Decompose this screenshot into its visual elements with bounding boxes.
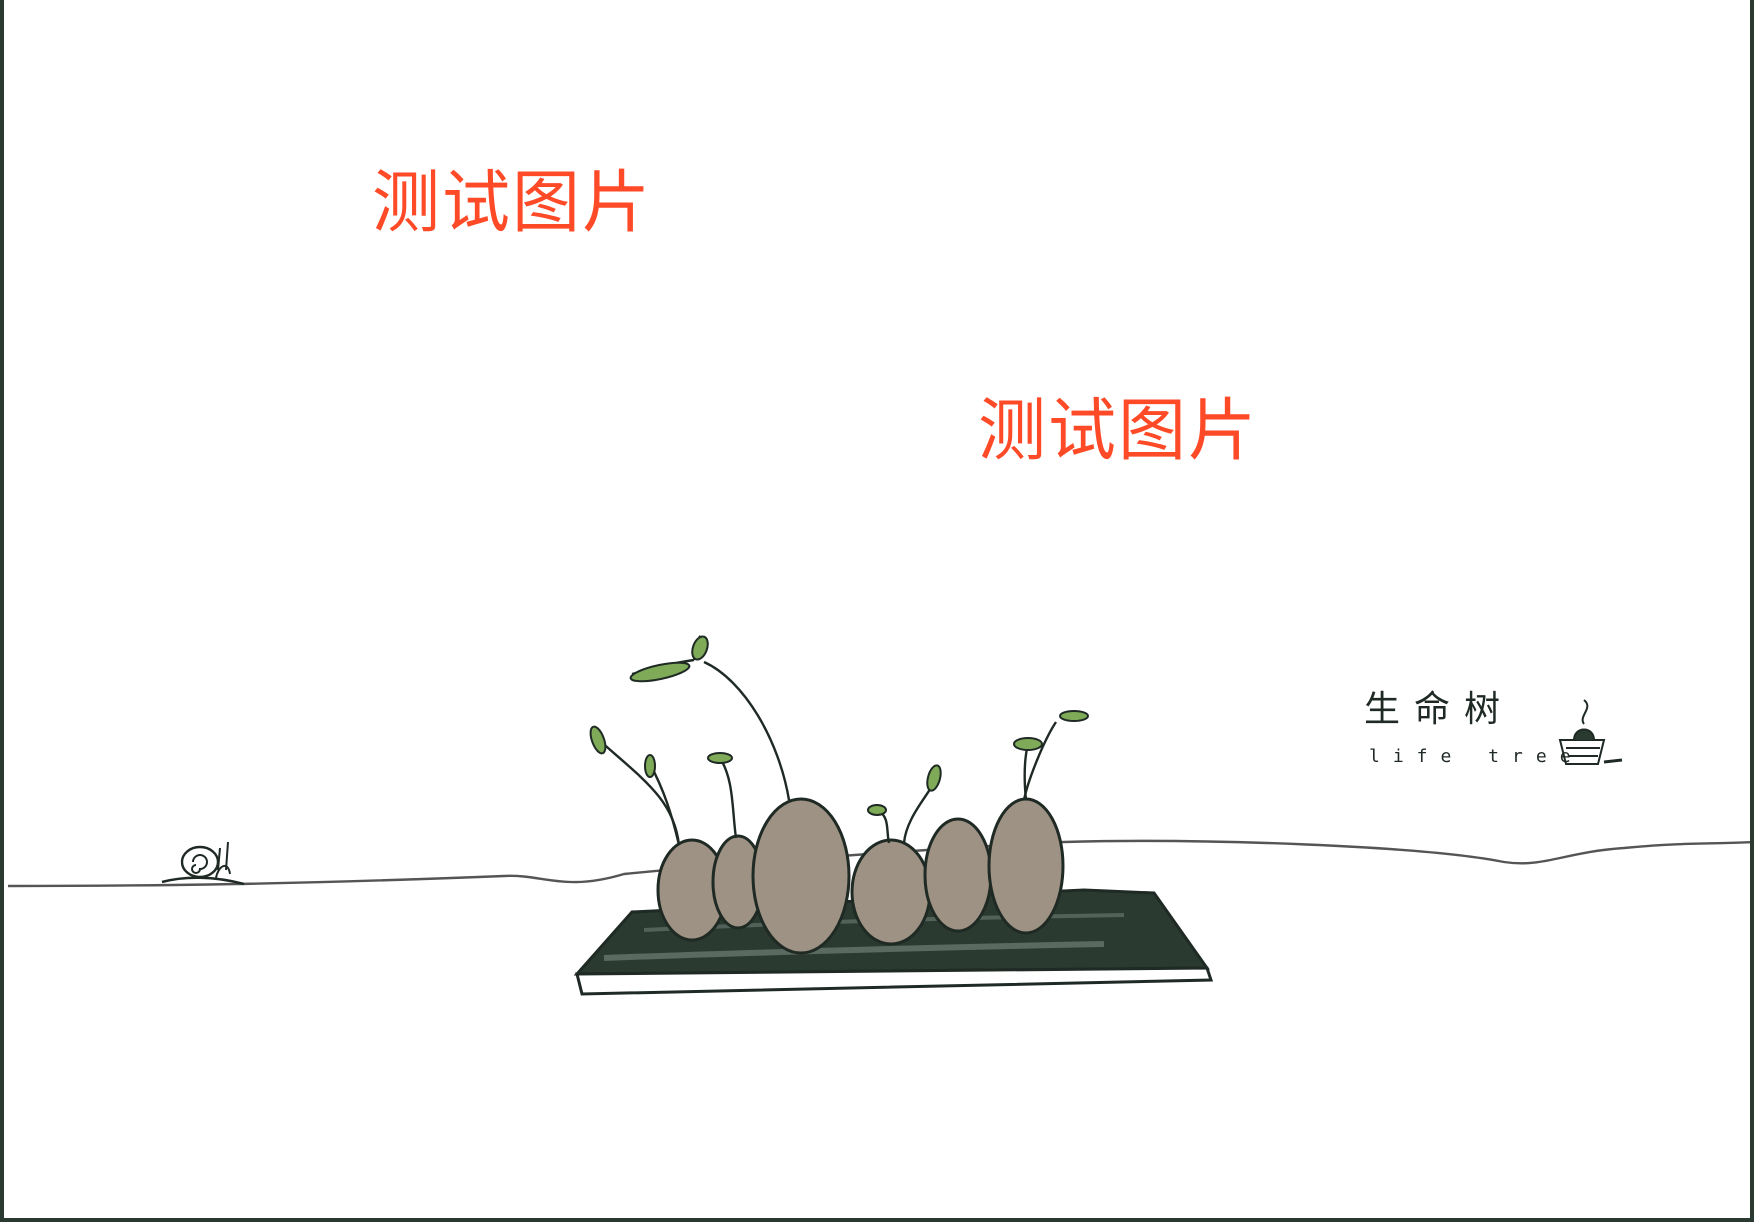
- watermark-text: 测试图片: [372, 164, 653, 243]
- snail-icon: [161, 841, 245, 886]
- stone-3: [751, 797, 851, 955]
- watermark-text: 测试图片: [978, 392, 1259, 471]
- stone-6: [987, 797, 1065, 935]
- logo-title-en: life tree: [1369, 746, 1584, 767]
- leaves: [589, 635, 1089, 816]
- stone-4: [850, 838, 932, 946]
- basket-logo-icon: [1558, 699, 1623, 765]
- stone-planters: [656, 797, 1065, 955]
- stone-5: [923, 817, 993, 933]
- life-tree-illustration: [7, 635, 1750, 996]
- logo-title-cn: 生命树: [1364, 689, 1515, 730]
